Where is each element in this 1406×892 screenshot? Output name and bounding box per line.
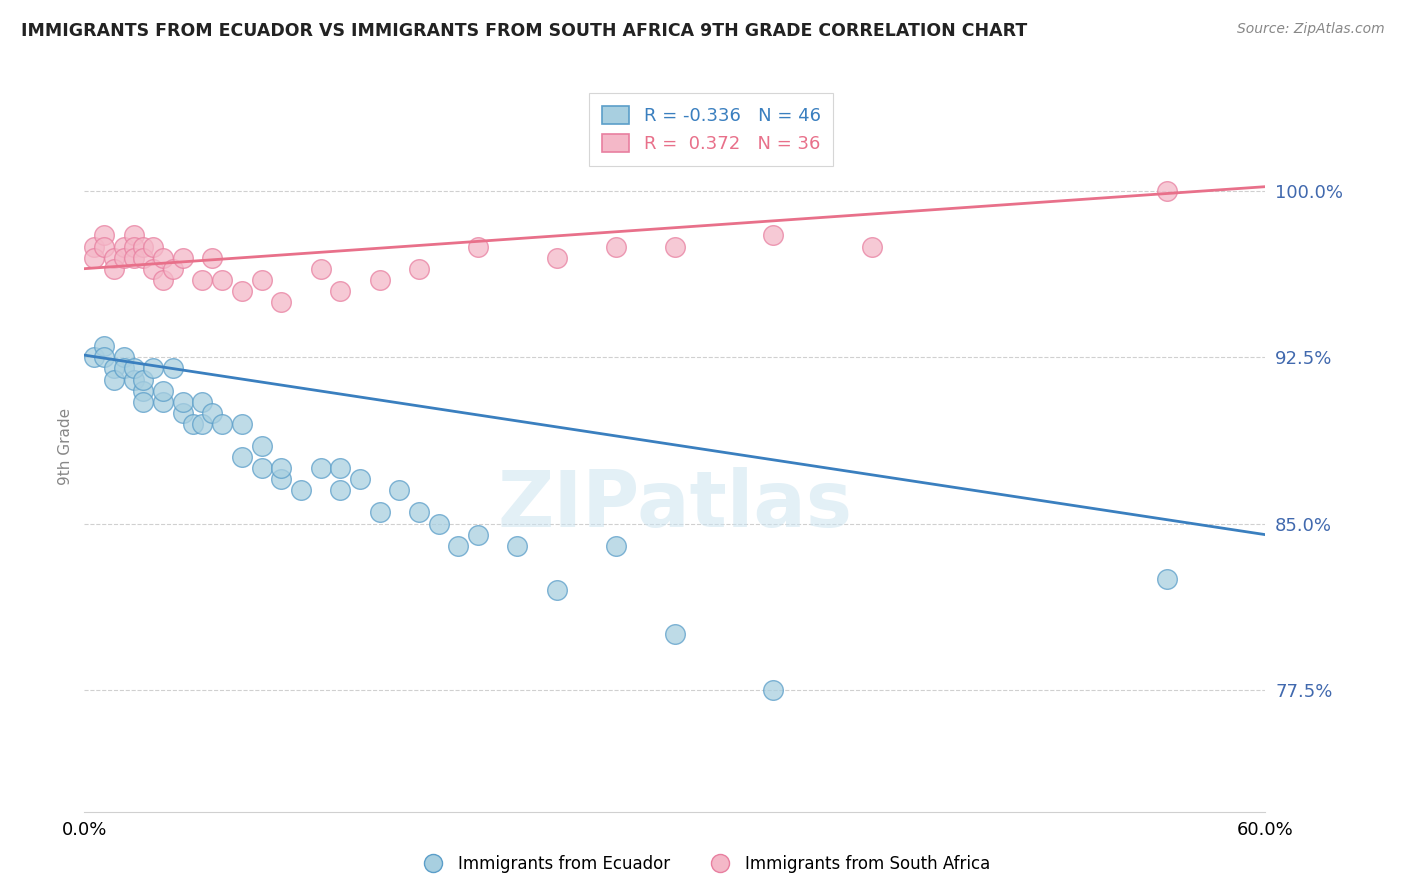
Point [112, 351, 135, 365]
Point [506, 539, 529, 553]
Point [132, 251, 155, 265]
Point [231, 417, 253, 431]
Point [860, 239, 883, 253]
Point [605, 239, 627, 253]
Point [329, 483, 352, 498]
Point [122, 251, 145, 265]
Point [142, 239, 165, 253]
Point [122, 239, 145, 253]
Point [93, 239, 115, 253]
Point [93, 351, 115, 365]
Point [162, 261, 184, 276]
Point [191, 417, 214, 431]
Point [162, 361, 184, 376]
Text: ZIPatlas: ZIPatlas [498, 467, 852, 542]
Point [132, 384, 155, 398]
Point [762, 682, 785, 697]
Point [368, 273, 391, 287]
Point [762, 228, 785, 243]
Point [152, 273, 174, 287]
Point [181, 417, 204, 431]
Point [309, 461, 332, 475]
Point [122, 372, 145, 386]
Point [93, 228, 115, 243]
Point [329, 284, 352, 298]
Point [1156, 184, 1178, 198]
Point [142, 361, 165, 376]
Point [132, 239, 155, 253]
Point [349, 472, 371, 486]
Point [546, 251, 568, 265]
Point [329, 461, 352, 475]
Point [467, 527, 489, 541]
Text: Source: ZipAtlas.com: Source: ZipAtlas.com [1237, 22, 1385, 37]
Legend: R = -0.336   N = 46, R =  0.372   N = 36: R = -0.336 N = 46, R = 0.372 N = 36 [589, 93, 834, 166]
Point [112, 239, 135, 253]
Point [231, 450, 253, 464]
Point [201, 251, 224, 265]
Point [408, 261, 430, 276]
Point [191, 394, 214, 409]
Point [122, 361, 145, 376]
Point [546, 583, 568, 598]
Point [103, 361, 125, 376]
Point [83, 239, 105, 253]
Point [664, 239, 686, 253]
Point [132, 394, 155, 409]
Point [309, 261, 332, 276]
Point [231, 284, 253, 298]
Point [250, 461, 273, 475]
Point [201, 406, 224, 420]
Point [408, 506, 430, 520]
Point [664, 627, 686, 641]
Point [368, 506, 391, 520]
Point [152, 384, 174, 398]
Point [172, 406, 194, 420]
Point [270, 472, 292, 486]
Point [172, 394, 194, 409]
Point [270, 461, 292, 475]
Point [112, 361, 135, 376]
Text: IMMIGRANTS FROM ECUADOR VS IMMIGRANTS FROM SOUTH AFRICA 9TH GRADE CORRELATION CH: IMMIGRANTS FROM ECUADOR VS IMMIGRANTS FR… [21, 22, 1028, 40]
Point [172, 251, 194, 265]
Point [250, 273, 273, 287]
Y-axis label: 9th Grade: 9th Grade [58, 408, 73, 484]
Point [605, 539, 627, 553]
Point [122, 228, 145, 243]
Point [211, 273, 233, 287]
Point [427, 516, 450, 531]
Point [103, 251, 125, 265]
Legend: Immigrants from Ecuador, Immigrants from South Africa: Immigrants from Ecuador, Immigrants from… [409, 848, 997, 880]
Point [1156, 572, 1178, 586]
Point [142, 261, 165, 276]
Point [83, 251, 105, 265]
Point [388, 483, 411, 498]
Point [250, 439, 273, 453]
Point [290, 483, 312, 498]
Point [191, 273, 214, 287]
Point [83, 351, 105, 365]
Point [152, 251, 174, 265]
Point [132, 372, 155, 386]
Point [103, 261, 125, 276]
Point [447, 539, 470, 553]
Point [93, 339, 115, 353]
Point [211, 417, 233, 431]
Point [112, 251, 135, 265]
Point [467, 239, 489, 253]
Point [270, 294, 292, 309]
Point [103, 372, 125, 386]
Point [152, 394, 174, 409]
